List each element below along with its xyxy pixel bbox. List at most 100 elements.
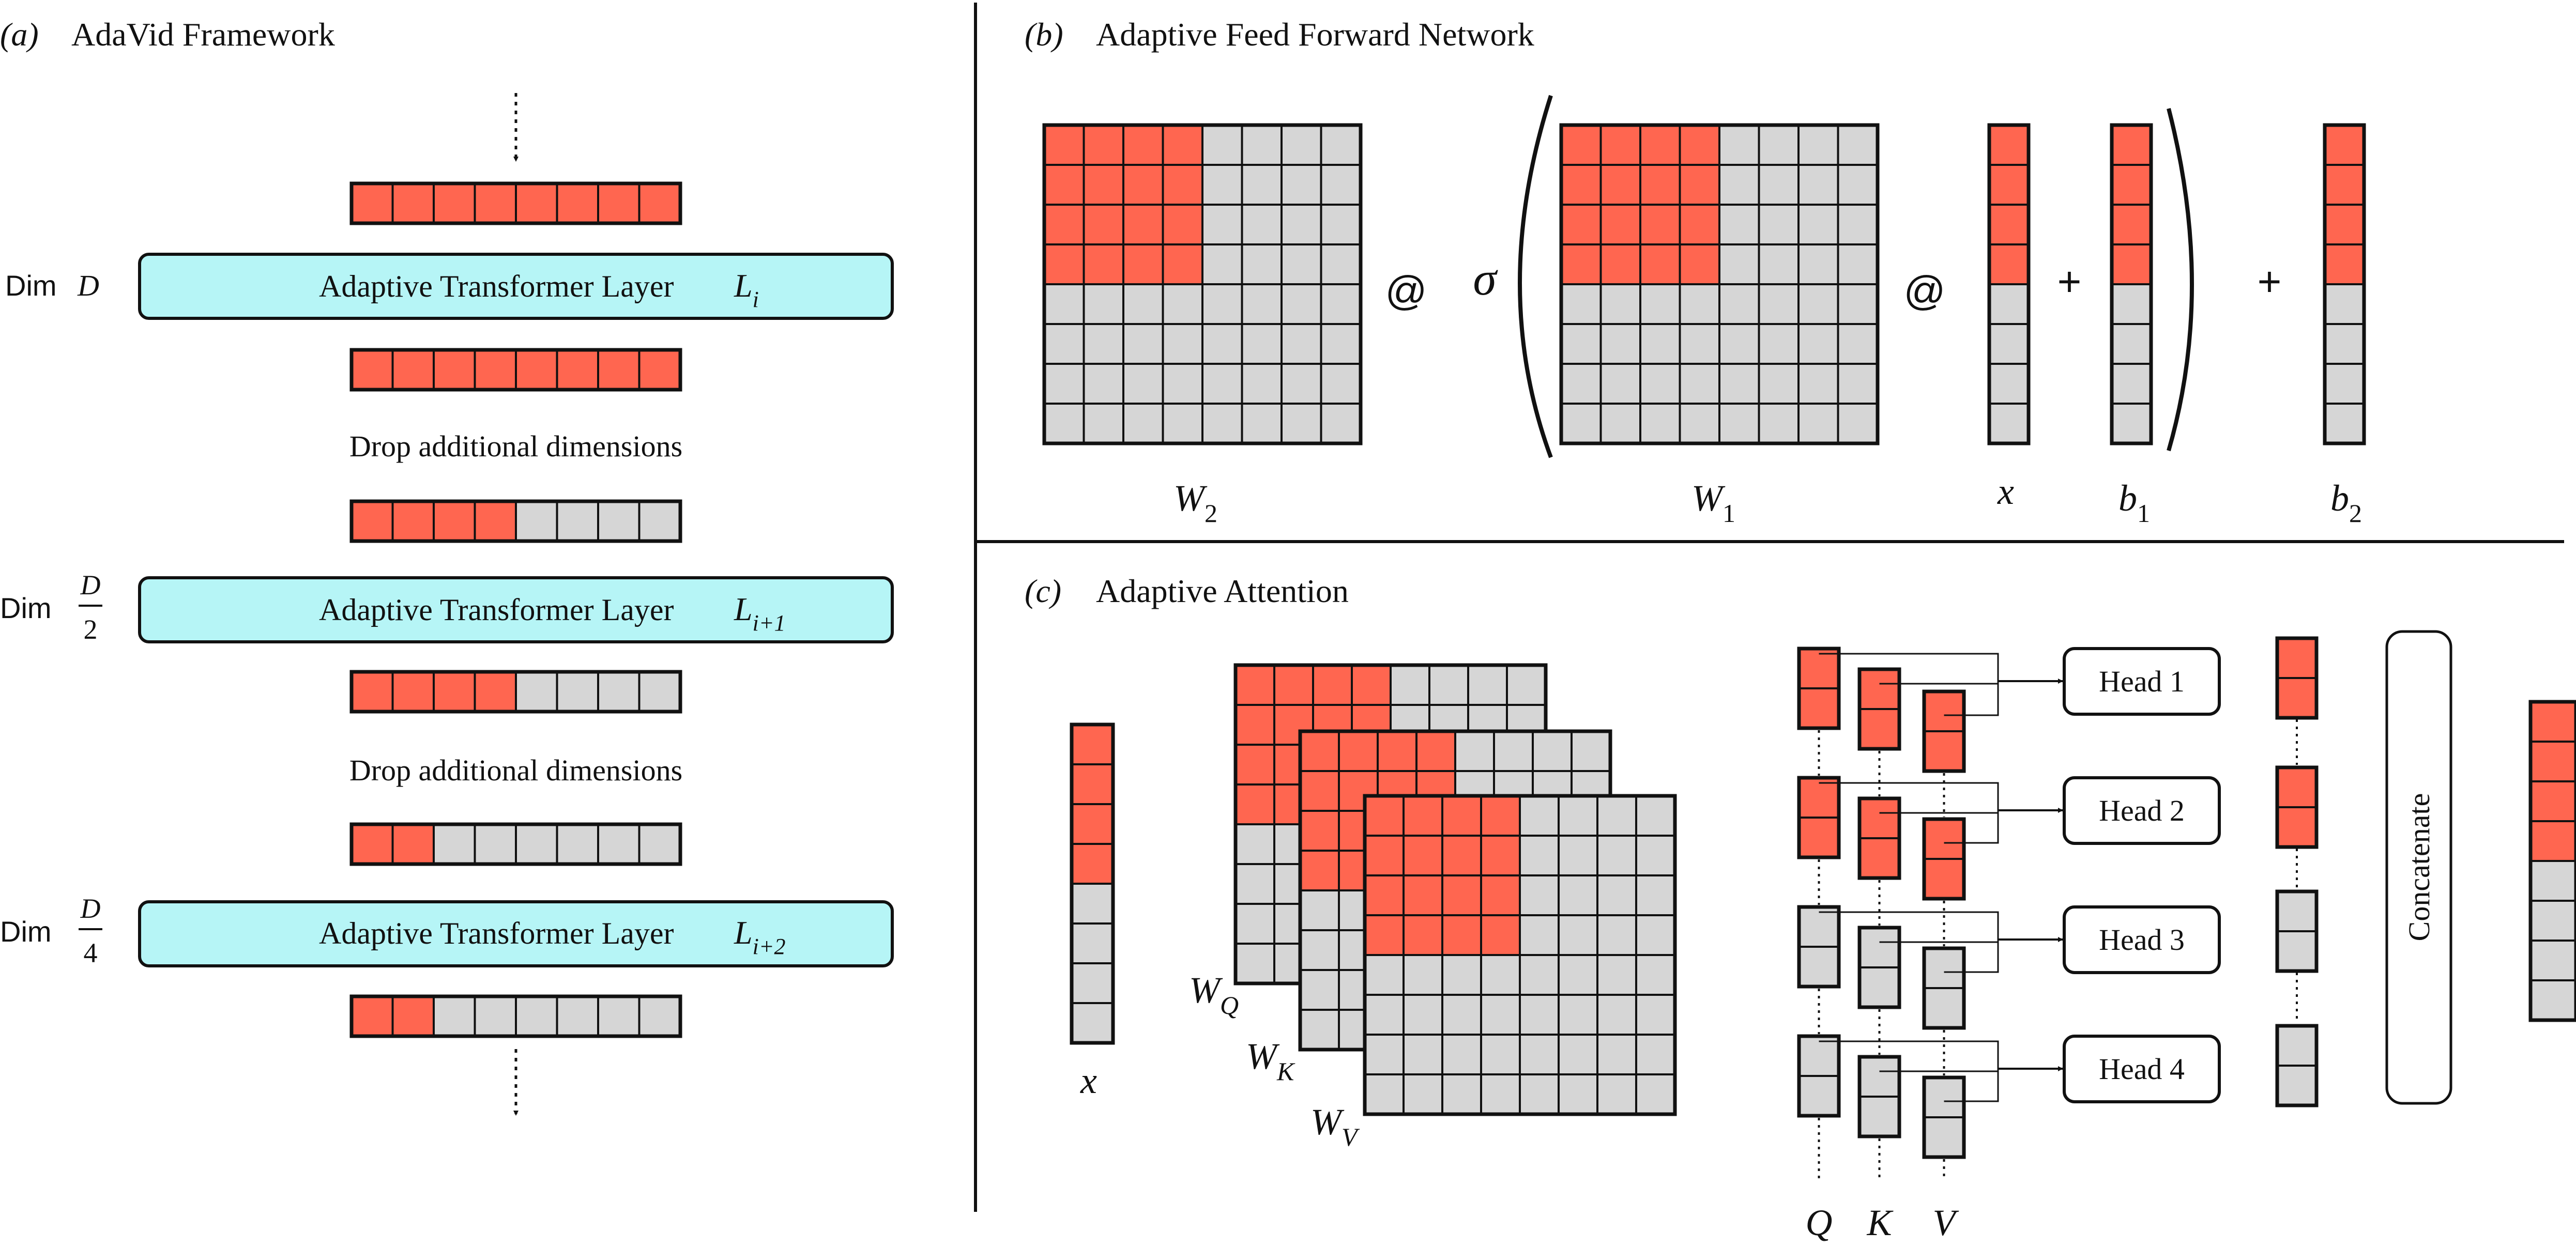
active-token xyxy=(391,349,435,391)
dropped-token xyxy=(556,671,599,713)
inactive-cell xyxy=(1281,124,1322,166)
active-cell xyxy=(1043,124,1085,166)
active-cell xyxy=(1480,835,1521,876)
inactive-cell xyxy=(1837,164,1879,206)
inactive-cell xyxy=(2324,323,2365,365)
inactive-cell xyxy=(1234,903,1275,945)
inactive-cell xyxy=(1758,164,1800,206)
inactive-cell xyxy=(1071,1002,1114,1044)
dropped-token xyxy=(556,823,599,865)
inactive-cell xyxy=(1635,914,1676,956)
inactive-cell xyxy=(1596,994,1637,1036)
inactive-cell xyxy=(1441,1034,1482,1075)
active-cell xyxy=(1234,783,1275,825)
inactive-cell xyxy=(1201,204,1243,245)
head-3-label: Head 3 xyxy=(2099,923,2185,957)
q-chunk-head-1 xyxy=(1797,646,1841,730)
grid-outline xyxy=(2323,123,2366,445)
output-vector xyxy=(2528,700,2576,1022)
dim-prefix: Dim xyxy=(5,269,57,302)
active-cell xyxy=(1083,124,1124,166)
active-cell xyxy=(1599,124,1641,166)
grid-outline xyxy=(1857,926,1901,1009)
active-cell xyxy=(1234,704,1275,746)
inactive-cell xyxy=(1241,243,1283,285)
inactive-cell xyxy=(1320,323,1362,365)
inactive-cell xyxy=(1635,874,1676,916)
active-cell xyxy=(2276,637,2318,679)
inactive-cell xyxy=(1718,124,1760,166)
inactive-cell xyxy=(1320,243,1362,285)
dropped-token xyxy=(515,500,558,542)
active-token xyxy=(474,671,517,713)
inactive-cell xyxy=(1923,947,1965,989)
grid-outline xyxy=(349,822,682,866)
concatenate-block: Concatenate xyxy=(2385,630,2452,1105)
inactive-cell xyxy=(2324,283,2365,325)
qkv-connector xyxy=(1944,810,1999,844)
grid-outline xyxy=(1987,123,2031,445)
inactive-cell xyxy=(1441,994,1482,1036)
inactive-cell xyxy=(2529,860,2576,902)
active-cell xyxy=(1162,204,1203,245)
inactive-cell xyxy=(1043,283,1085,325)
inactive-cell xyxy=(2276,890,2318,932)
dim-prefix: Dim xyxy=(0,592,52,624)
inactive-cell xyxy=(1639,363,1681,405)
inactive-cell xyxy=(1241,403,1283,444)
inactive-cell xyxy=(1403,1073,1443,1115)
active-cell xyxy=(1988,124,2030,166)
inactive-cell xyxy=(1480,1034,1521,1075)
dropped-token xyxy=(515,995,558,1037)
active-cell xyxy=(1599,204,1641,245)
grid-outline xyxy=(1857,1055,1901,1138)
active-cell xyxy=(2111,243,2152,285)
grid-outline xyxy=(2528,700,2576,1022)
head-output-4 xyxy=(2275,1024,2319,1107)
right-paren xyxy=(2167,108,2194,452)
inactive-cell xyxy=(1281,243,1322,285)
inactive-cell xyxy=(1201,124,1243,166)
inactive-cell xyxy=(1635,954,1676,996)
inactive-cell xyxy=(2111,283,2152,325)
active-cell xyxy=(1403,795,1443,837)
inactive-cell xyxy=(1858,966,1900,1008)
inactive-cell xyxy=(1758,283,1800,325)
inactive-cell xyxy=(1083,323,1124,365)
active-token xyxy=(350,823,394,865)
inactive-cell xyxy=(1162,283,1203,325)
active-token xyxy=(433,671,476,713)
x-input-vector xyxy=(1070,722,1115,1045)
inactive-cell xyxy=(1596,874,1637,916)
active-cell xyxy=(1299,850,1340,891)
inactive-cell xyxy=(1837,124,1879,166)
q-chunk-head-4 xyxy=(1797,1034,1841,1118)
active-cell xyxy=(1923,690,1965,732)
panel-b-title: Adaptive Feed Forward Network xyxy=(1096,16,1534,53)
inactive-cell xyxy=(1506,664,1547,706)
inactive-cell xyxy=(1364,954,1405,996)
active-cell xyxy=(1162,124,1203,166)
active-cell xyxy=(1858,837,1900,879)
active-cell xyxy=(1234,664,1275,706)
matmul-operator-1: @ xyxy=(1385,268,1427,314)
inactive-cell xyxy=(1493,730,1534,772)
active-cell xyxy=(1560,164,1602,206)
inactive-cell xyxy=(1390,664,1430,706)
dropped-token xyxy=(638,671,681,713)
panel-a-label: (a) xyxy=(0,16,39,53)
grid-outline xyxy=(1559,123,1880,445)
w2-matrix xyxy=(1042,123,1363,445)
active-cell xyxy=(1083,164,1124,206)
grid-outline xyxy=(2275,1024,2319,1107)
dropped-token xyxy=(474,823,517,865)
active-cell xyxy=(1338,730,1379,772)
active-cell xyxy=(1043,243,1085,285)
inactive-cell xyxy=(1858,1056,1900,1098)
inactive-cell xyxy=(1797,403,1839,444)
active-token xyxy=(391,182,435,224)
inactive-cell xyxy=(1797,363,1839,405)
inactive-cell xyxy=(1571,730,1611,772)
active-cell xyxy=(1441,874,1482,916)
